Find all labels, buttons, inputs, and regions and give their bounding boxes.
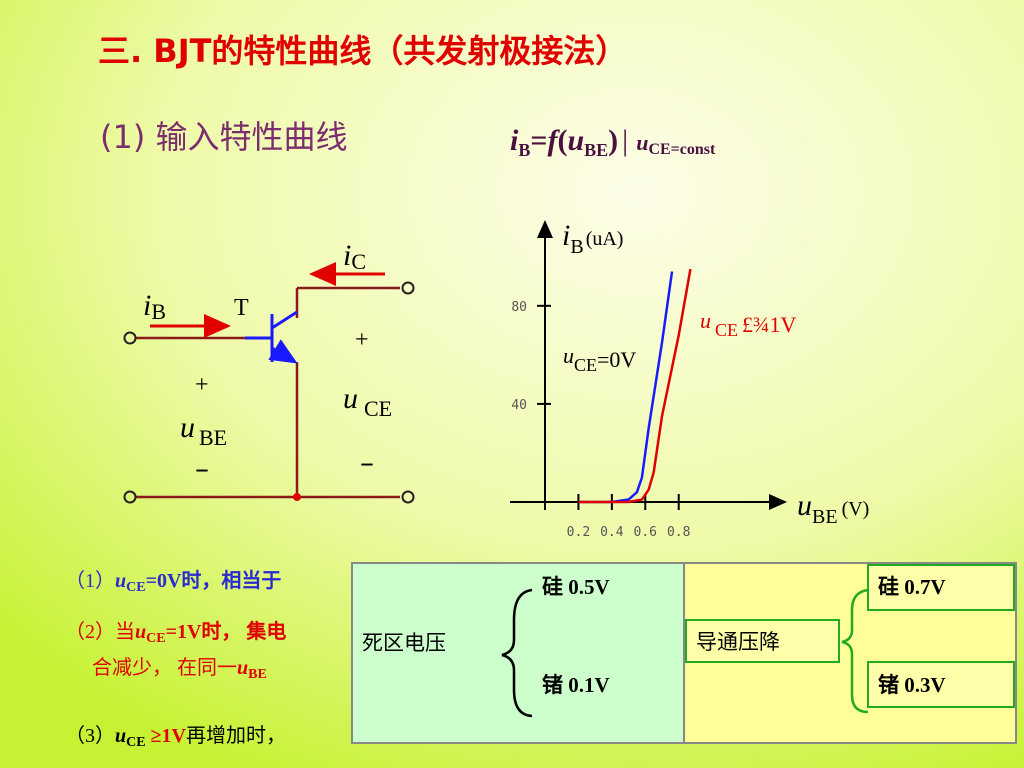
title: 三. BJT的特性曲线（共发射极接法） bbox=[98, 32, 627, 70]
note: 合减少， 在同一uBE bbox=[92, 656, 267, 682]
formula-part: u bbox=[636, 130, 648, 155]
formula-part: | bbox=[622, 124, 628, 157]
y-tick-label: 80 bbox=[511, 300, 527, 315]
label-part: BE bbox=[812, 506, 838, 528]
note-part: CE bbox=[126, 735, 145, 750]
si-on: 硅 0.7V bbox=[878, 575, 946, 599]
plus: + bbox=[355, 327, 369, 353]
x-tick-label: 0.6 bbox=[634, 525, 657, 540]
formula-part: CE=const bbox=[648, 141, 716, 158]
overlay: 死区电压 硅 0.5V 锗 0.1V 导通压降 硅 0.7V 锗 0.3V bbox=[351, 562, 1017, 744]
note: （1）uCE=0V时，相当于 bbox=[65, 568, 281, 595]
label-part: BE bbox=[199, 425, 227, 450]
x-tick-label: 0.2 bbox=[567, 525, 590, 540]
ib-label: iB bbox=[143, 289, 166, 324]
note: （2）当uCE=1V时， 集电 bbox=[65, 619, 286, 646]
x-tick-label: 0.8 bbox=[667, 525, 690, 540]
label-part: u bbox=[700, 308, 711, 333]
label-part: i bbox=[343, 239, 351, 272]
formula-part: u bbox=[567, 124, 584, 157]
circuit: iC iB T + u CE – + u BE – bbox=[123, 239, 415, 504]
label-part: u bbox=[563, 343, 574, 368]
ube-label: u BE bbox=[180, 411, 227, 450]
ge-on: 锗 0.3V bbox=[878, 673, 946, 697]
note-part: u bbox=[115, 570, 126, 592]
note-part: BE bbox=[248, 667, 267, 682]
note-part: u bbox=[237, 657, 248, 679]
formula-part: ) bbox=[608, 124, 618, 157]
transistor-label: T bbox=[234, 295, 249, 321]
dead-zone: 死区电压 bbox=[362, 631, 446, 655]
note-part: ≥1V bbox=[146, 725, 187, 747]
note-part: （2）当 bbox=[65, 620, 135, 643]
label-part: CE bbox=[574, 355, 597, 375]
series-label: uCE=0V bbox=[563, 343, 636, 375]
label-part: B bbox=[151, 299, 166, 324]
plus: + bbox=[195, 372, 209, 398]
formula-part: i bbox=[510, 124, 519, 157]
y-tick-label: 40 bbox=[511, 398, 527, 413]
minus: – bbox=[195, 452, 209, 485]
conduction: 导通压降 bbox=[696, 630, 780, 654]
curve bbox=[578, 268, 692, 504]
subtitle: (1) 输入特性曲线 bbox=[100, 118, 348, 156]
x-axis-label: uBE (V) bbox=[797, 489, 869, 528]
label-part: B bbox=[570, 236, 583, 258]
ic-label: iC bbox=[343, 239, 366, 274]
si-dead: 硅 0.5V bbox=[542, 575, 610, 599]
uce-label: u CE bbox=[343, 382, 392, 421]
label-part: £¾1V bbox=[742, 312, 797, 337]
note-part: =1V时， 集电 bbox=[166, 619, 287, 643]
note-part: 再增加时， bbox=[186, 724, 286, 747]
note-part: CE bbox=[146, 631, 165, 646]
note: （3）uCE ≥1V再增加时， bbox=[65, 724, 286, 750]
note-part: （3） bbox=[65, 724, 115, 747]
note-part: =0V时，相当于 bbox=[146, 568, 282, 592]
formula-part: f bbox=[547, 124, 560, 157]
label-part: i bbox=[143, 289, 151, 322]
label-part: (uA) bbox=[586, 228, 624, 250]
y-axis-label: iB (uA) bbox=[562, 219, 623, 258]
x-tick-label: 0.4 bbox=[600, 525, 624, 540]
label-part: u bbox=[343, 382, 358, 415]
series-label: u CE £¾1V bbox=[700, 308, 797, 340]
note-part: 合减少， 在同一 bbox=[92, 656, 237, 679]
label-part: CE bbox=[364, 396, 392, 421]
formula: iB=f(uBE) | uCE=const bbox=[510, 124, 716, 160]
label-part: u bbox=[797, 489, 812, 522]
minus: – bbox=[360, 446, 374, 479]
note-part: u bbox=[115, 725, 126, 747]
notes: （1）uCE=0V时，相当于 （2）当uCE=1V时， 集电 合减少， 在同一u… bbox=[65, 568, 286, 750]
formula-part: = bbox=[530, 124, 547, 157]
ge-dead: 锗 0.1V bbox=[542, 673, 610, 697]
note-part: CE bbox=[126, 580, 145, 595]
note-part: （1） bbox=[65, 569, 115, 592]
label-part: i bbox=[562, 219, 570, 252]
label-part: u bbox=[180, 411, 195, 444]
label-part: C bbox=[351, 249, 366, 274]
note-part: u bbox=[135, 621, 146, 643]
formula-part: B bbox=[518, 140, 530, 160]
formula-part: ( bbox=[557, 124, 567, 157]
label-part: =0V bbox=[597, 347, 636, 372]
label-part: (V) bbox=[842, 498, 870, 520]
formula-part: BE bbox=[584, 140, 608, 160]
label-part: CE bbox=[715, 320, 738, 340]
